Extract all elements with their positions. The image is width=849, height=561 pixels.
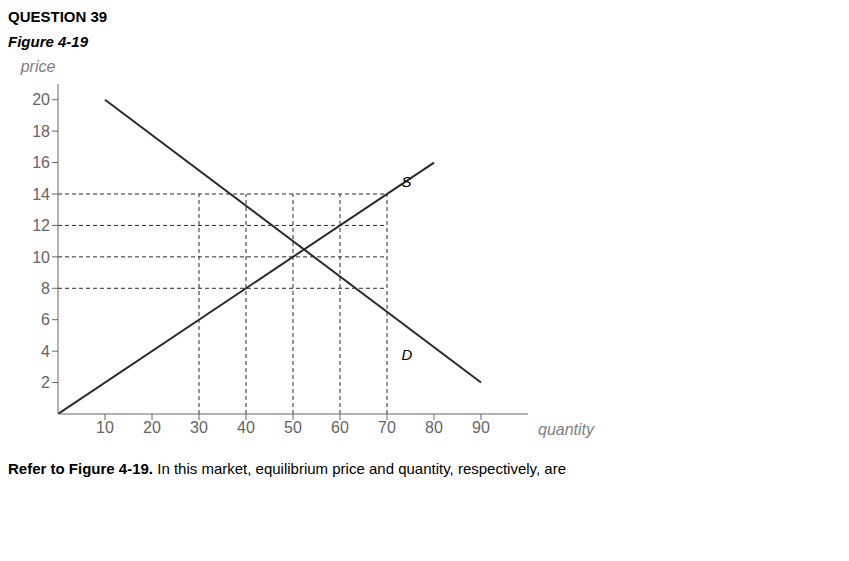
html-text:QUESTION 39: QUESTION 39 (8, 8, 108, 25)
svg-text:30: 30 (190, 419, 208, 436)
svg-text:12: 12 (32, 217, 50, 234)
svg-text:10: 10 (32, 249, 50, 266)
svg-text:16: 16 (32, 154, 50, 171)
svg-text:70: 70 (378, 419, 396, 436)
svg-text:S: S (401, 173, 411, 190)
svg-text:50: 50 (284, 419, 302, 436)
html-text:Refer to Figure 4-19. In this: Refer to Figure 4-19. In this market, eq… (8, 460, 566, 477)
svg-text:8: 8 (41, 280, 50, 297)
svg-text:14: 14 (32, 186, 50, 203)
svg-text:90: 90 (472, 419, 490, 436)
svg-text:40: 40 (237, 419, 255, 436)
svg-text:60: 60 (331, 419, 349, 436)
svg-text:10: 10 (96, 419, 114, 436)
svg-text:20: 20 (32, 91, 50, 108)
html-text:Figure 4-19: Figure 4-19 (8, 33, 88, 50)
svg-text:6: 6 (41, 311, 50, 328)
svg-text:4: 4 (41, 343, 50, 360)
svg-text:18: 18 (32, 123, 50, 140)
svg-text:2: 2 (41, 374, 50, 391)
svg-text:20: 20 (143, 419, 161, 436)
svg-text:80: 80 (425, 419, 443, 436)
svg-text:D: D (401, 346, 412, 363)
svg-text:quantity: quantity (538, 421, 595, 438)
svg-text:price: price (20, 58, 56, 75)
